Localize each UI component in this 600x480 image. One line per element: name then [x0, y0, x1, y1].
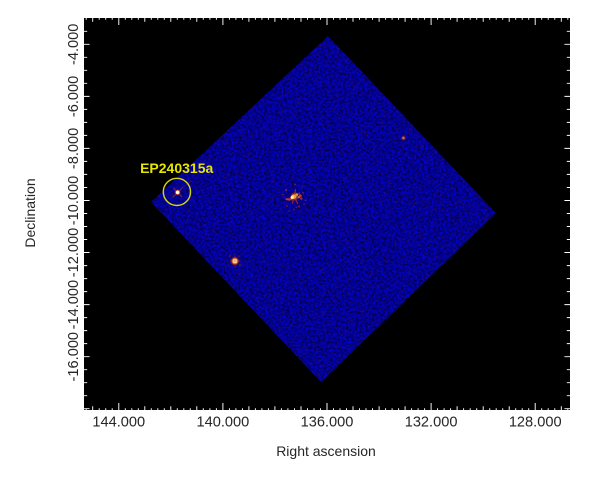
svg-text:-8.000: -8.000 [66, 128, 82, 169]
svg-text:-12.000: -12.000 [66, 228, 82, 278]
svg-text:Declination: Declination [22, 178, 38, 247]
svg-text:140.000: 140.000 [197, 415, 250, 431]
svg-text:EP240315a: EP240315a [140, 160, 213, 176]
svg-text:144.000: 144.000 [92, 415, 145, 431]
svg-text:-14.000: -14.000 [66, 280, 82, 330]
svg-text:128.000: 128.000 [509, 415, 562, 431]
svg-text:-6.000: -6.000 [66, 76, 82, 117]
svg-text:Right ascension: Right ascension [276, 443, 376, 459]
svg-text:-10.000: -10.000 [66, 176, 82, 226]
svg-text:136.000: 136.000 [301, 415, 354, 431]
svg-text:-16.000: -16.000 [66, 332, 82, 382]
svg-text:-4.000: -4.000 [66, 24, 82, 65]
svg-text:132.000: 132.000 [405, 415, 458, 431]
